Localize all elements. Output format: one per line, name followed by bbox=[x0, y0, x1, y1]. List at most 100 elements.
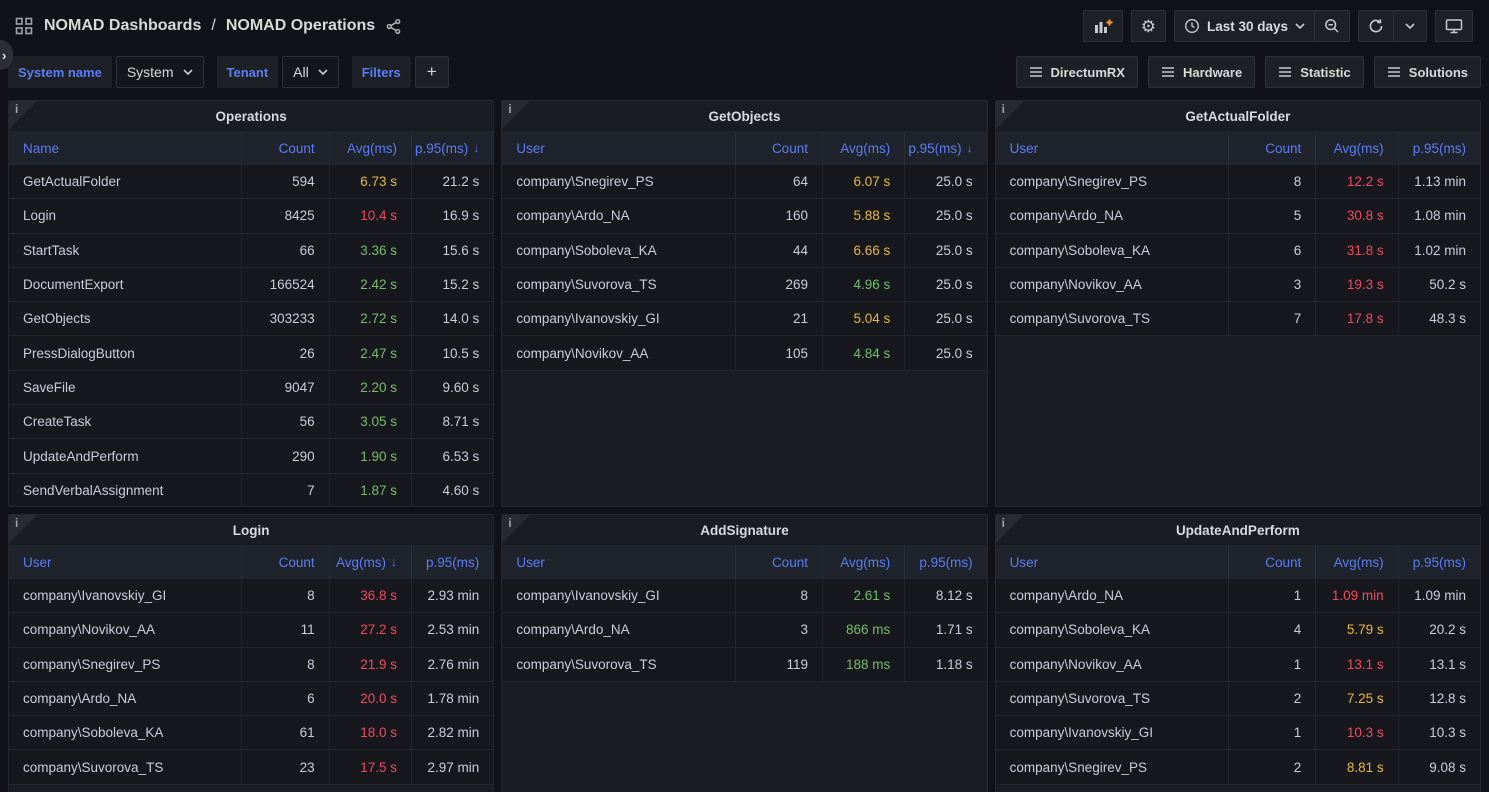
column-header[interactable]: Count bbox=[734, 545, 822, 579]
column-header[interactable]: p.95(ms) bbox=[410, 545, 493, 579]
cell-name: company\Ardo_NA bbox=[23, 691, 137, 707]
column-header[interactable]: Count bbox=[241, 131, 328, 165]
variable-value: All bbox=[293, 64, 309, 80]
breadcrumb-root[interactable]: NOMAD Dashboards bbox=[44, 17, 202, 34]
dashboard-link-hardware[interactable]: Hardware bbox=[1147, 56, 1256, 88]
cell-count: 66 bbox=[241, 233, 328, 267]
breadcrumb-separator: / bbox=[211, 17, 216, 34]
dashboard-settings-button[interactable]: ⚙ bbox=[1130, 10, 1166, 42]
table-row: company\Ardo_NA 5 30.8 s 1.08 min bbox=[995, 199, 1480, 234]
column-header[interactable]: Count bbox=[1228, 545, 1315, 579]
table-row: company\Soboleva_KA 44 6.66 s 25.0 s bbox=[502, 233, 987, 268]
time-range-label: Last 30 days bbox=[1206, 18, 1288, 34]
dashboard-link-statistic[interactable]: Statistic bbox=[1265, 56, 1364, 88]
share-button[interactable] bbox=[385, 18, 402, 35]
variable-select-system[interactable]: System bbox=[115, 56, 204, 88]
column-header[interactable]: Avg(ms) bbox=[821, 131, 904, 165]
panel-title: UpdateAndPerform bbox=[1175, 522, 1300, 538]
cell-p95: 8.71 s bbox=[410, 405, 493, 439]
panel-title-bar[interactable]: Operations bbox=[9, 101, 493, 131]
cell-name: company\Snegirev_PS bbox=[516, 174, 654, 190]
cell-count: 7 bbox=[1228, 302, 1315, 336]
column-header[interactable]: User bbox=[516, 140, 545, 156]
cell-p95: 1.09 min bbox=[1397, 579, 1480, 613]
panel-title-bar[interactable]: UpdateAndPerform bbox=[996, 515, 1480, 545]
cell-name: StartTask bbox=[23, 242, 80, 258]
refresh-button[interactable] bbox=[1358, 10, 1394, 42]
column-header[interactable]: Avg(ms) bbox=[328, 131, 411, 165]
cell-p95: 2.97 min bbox=[410, 750, 493, 784]
column-header[interactable]: Count bbox=[241, 545, 328, 579]
column-header[interactable]: User bbox=[516, 554, 545, 570]
panel-info-icon[interactable]: i bbox=[9, 101, 37, 129]
cell-name: company\Soboleva_KA bbox=[23, 725, 164, 741]
cell-name: company\Novikov_AA bbox=[1009, 277, 1142, 293]
panel-info-icon[interactable]: i bbox=[995, 515, 1024, 543]
column-header[interactable]: p.95(ms) ↓ bbox=[410, 131, 493, 165]
sidebar-open-handle[interactable]: › bbox=[0, 40, 13, 70]
column-header[interactable]: Count bbox=[734, 131, 822, 165]
info-icon: i bbox=[508, 516, 512, 530]
column-header[interactable]: User bbox=[1009, 554, 1039, 570]
dashboard-link-directumrx[interactable]: DirectumRX bbox=[1015, 56, 1138, 88]
cell-p95: 25.0 s bbox=[904, 233, 986, 267]
table-header-row: User Count Avg(ms) ↓ p.95(ms) bbox=[9, 545, 494, 579]
panel-title-bar[interactable]: GetActualFolder bbox=[996, 101, 1480, 131]
column-header[interactable]: User bbox=[23, 554, 52, 570]
refresh-interval-dropdown[interactable] bbox=[1393, 10, 1427, 42]
panel-title-bar[interactable]: Login bbox=[9, 515, 493, 545]
table-row: company\Ivanovskiy_GI 8 36.8 s 2.93 min bbox=[9, 579, 494, 614]
list-icon bbox=[1029, 67, 1042, 77]
cell-count: 6 bbox=[1228, 233, 1315, 267]
column-header[interactable]: Name bbox=[23, 140, 60, 156]
cell-count: 303233 bbox=[241, 302, 328, 336]
chevron-down-icon bbox=[318, 69, 328, 75]
cycle-view-mode-button[interactable] bbox=[1435, 10, 1473, 42]
column-header[interactable]: User bbox=[1009, 140, 1039, 156]
column-header[interactable]: Avg(ms) bbox=[1315, 131, 1397, 165]
cell-avg: 36.8 s bbox=[328, 579, 411, 613]
add-panel-button[interactable] bbox=[1082, 10, 1123, 42]
add-filter-button[interactable]: + bbox=[414, 56, 449, 88]
cell-p95: 1.02 min bbox=[1397, 233, 1480, 267]
cell-p95: 10.5 s bbox=[410, 336, 493, 370]
table-row: company\Suvorova_TS 2 7.25 s 12.8 s bbox=[995, 681, 1480, 717]
panel-getactualfolder: i GetActualFolder User Count Avg(ms) p.95(m… bbox=[994, 100, 1481, 507]
variable-select-tenant[interactable]: All bbox=[282, 56, 339, 88]
cell-count: 56 bbox=[241, 405, 328, 439]
cell-count: 11 bbox=[241, 613, 328, 647]
table-row: company\Ardo_NA 6 20.0 s 1.78 min bbox=[9, 681, 494, 717]
column-header[interactable]: Count bbox=[1228, 131, 1315, 165]
table-row: StartTask 66 3.36 s 15.6 s bbox=[9, 233, 494, 268]
chevron-right-icon: › bbox=[2, 47, 7, 63]
variable-label-tenant[interactable]: Tenant bbox=[216, 56, 279, 88]
panel-info-icon[interactable]: i bbox=[9, 515, 37, 543]
zoom-out-time-button[interactable] bbox=[1314, 10, 1350, 42]
column-header[interactable]: p.95(ms) ↓ bbox=[904, 131, 986, 165]
cell-name: CreateTask bbox=[23, 414, 92, 430]
cell-count: 1 bbox=[1228, 647, 1315, 681]
table-row: company\Novikov_AA 105 4.84 s 25.0 s bbox=[502, 336, 987, 371]
column-header[interactable]: p.95(ms) bbox=[904, 545, 986, 579]
panel-title-bar[interactable]: AddSignature bbox=[502, 515, 986, 545]
time-range-picker[interactable]: Last 30 days bbox=[1173, 10, 1315, 42]
table-body: company\Ardo_NA 1 1.09 min 1.09 min company\… bbox=[995, 579, 1480, 792]
cell-count: 8 bbox=[1228, 165, 1315, 199]
dashboard-link-solutions[interactable]: Solutions bbox=[1373, 56, 1481, 88]
panel-info-icon[interactable]: i bbox=[995, 101, 1024, 129]
filters-label: Filters bbox=[351, 56, 411, 88]
variable-label-system-name[interactable]: System name bbox=[8, 56, 112, 88]
panel-info-icon[interactable]: i bbox=[502, 515, 531, 543]
column-header[interactable]: Avg(ms) bbox=[1315, 545, 1397, 579]
panel-info-icon[interactable]: i bbox=[502, 101, 531, 129]
panel-title-bar[interactable]: GetObjects bbox=[502, 101, 986, 131]
cell-count: 119 bbox=[734, 647, 822, 681]
cell-name: company\Suvorova_TS bbox=[516, 656, 657, 672]
column-header[interactable]: Avg(ms) ↓ bbox=[328, 545, 411, 579]
cell-avg: 12.2 s bbox=[1315, 165, 1397, 199]
column-header[interactable]: p.95(ms) bbox=[1397, 131, 1480, 165]
cell-avg: 10.3 s bbox=[1315, 716, 1397, 750]
column-header[interactable]: Avg(ms) bbox=[821, 545, 904, 579]
cell-avg: 31.8 s bbox=[1315, 233, 1397, 267]
column-header[interactable]: p.95(ms) bbox=[1397, 545, 1480, 579]
